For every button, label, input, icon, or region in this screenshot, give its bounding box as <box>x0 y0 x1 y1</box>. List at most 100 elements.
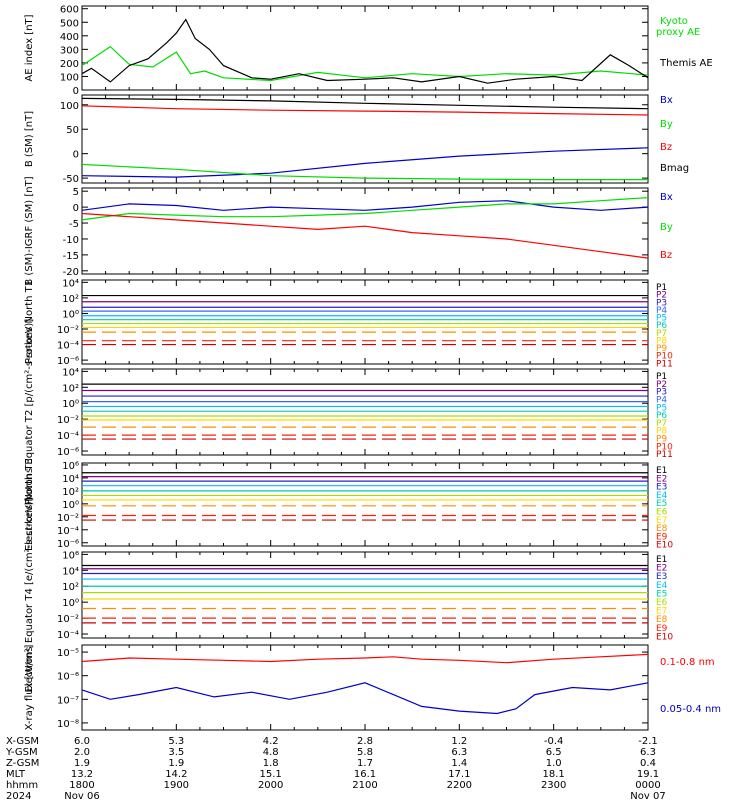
legend-e3: E3 <box>656 483 667 493</box>
panel-bsm-igrf: B (SM)-IGRF (SM) [nT] <box>24 176 649 286</box>
y-tick-label: 10⁰ <box>62 500 79 511</box>
y-tick-label: 5 <box>73 187 79 198</box>
x-row-value: -2.1 <box>638 736 658 747</box>
x-row-label: MLT <box>6 769 26 780</box>
x-row-value: 2200 <box>447 780 472 791</box>
series-line-bz <box>81 212 649 259</box>
legend-p8: P8 <box>656 336 667 346</box>
legend-themis-ae: Themis AE <box>659 58 713 69</box>
legend-e1: E1 <box>656 555 667 565</box>
legend-p7: P7 <box>656 329 667 339</box>
y-tick-label: 10² <box>62 294 79 305</box>
legend-bz: Bz <box>660 250 672 261</box>
y-tick-label: 10⁻⁵ <box>57 648 79 659</box>
legend-p9: P9 <box>656 344 667 354</box>
legend-e6: E6 <box>656 598 668 608</box>
y-tick-label: 600 <box>60 5 79 16</box>
legend-e1: E1 <box>656 466 667 476</box>
x-row-value: 0.4 <box>640 758 656 769</box>
x-row-value: 5.3 <box>168 736 184 747</box>
legend-e5: E5 <box>656 499 667 509</box>
y-tick-label: 0 <box>73 150 79 161</box>
x-row-value: 5.8 <box>357 747 373 758</box>
x-row-value: 3.5 <box>168 747 184 758</box>
y-axis-label: Electrons North T3 <box>24 458 35 551</box>
legend-p6: P6 <box>656 411 667 421</box>
x-row-value: 1800 <box>69 780 94 791</box>
legend-p1: P1 <box>656 283 667 293</box>
legend-p7: P7 <box>656 419 667 429</box>
y-tick-label: 10⁻⁴ <box>57 431 79 442</box>
panel-electrons-t4: Electrons Equator T4 [e/(cm²-s-sr-keV)] <box>24 497 649 693</box>
x-row-label: hhmm <box>6 780 38 791</box>
y-tick-label: 10⁻⁴ <box>57 526 79 537</box>
x-row-value: 0000 <box>635 780 660 791</box>
legend-p5: P5 <box>656 403 667 413</box>
legend-p10: P10 <box>656 352 673 362</box>
x-row-value: 4.2 <box>263 736 279 747</box>
y-tick-label: 10⁰ <box>62 598 79 609</box>
date-end: Nov 07 <box>630 791 665 800</box>
y-tick-label: 100 <box>60 101 79 112</box>
x-row-value: 1.2 <box>451 736 467 747</box>
x-row-value: 18.1 <box>543 769 565 780</box>
y-tick-label: 10² <box>62 487 79 498</box>
legend-e4: E4 <box>656 581 668 591</box>
legend-p2: P2 <box>656 380 667 390</box>
y-tick-label: 50 <box>66 125 79 136</box>
x-row-value: 1.8 <box>263 758 279 769</box>
series-line-by <box>81 163 648 181</box>
series-line-bx <box>81 200 649 211</box>
x-row-value: 14.2 <box>165 769 187 780</box>
x-row-value: 2.8 <box>357 736 373 747</box>
legend-p3: P3 <box>656 388 667 398</box>
series-line-0-1-0-8-nm <box>81 653 649 664</box>
y-axis-label: B (SM) [nT] <box>24 111 35 167</box>
legend-by: By <box>660 119 673 130</box>
legend-p8: P8 <box>656 427 667 437</box>
x-row-value: 1900 <box>164 780 189 791</box>
panel-frame <box>81 368 649 456</box>
x-row-value: 1.7 <box>357 758 373 769</box>
y-tick-label: 500 <box>60 18 79 29</box>
y-tick-label: 10⁶ <box>62 550 79 561</box>
x-row-value: 16.1 <box>354 769 376 780</box>
y-tick-label: 10⁶ <box>62 461 79 472</box>
legend-e6: E6 <box>656 508 668 518</box>
series-line-kyoto-proxy-ae <box>81 45 649 82</box>
x-row-label: Y-GSM <box>5 747 38 758</box>
series-line-0-05-0-4-nm <box>81 682 649 715</box>
y-tick-label: 0 <box>73 203 79 214</box>
x-row-value: 6.3 <box>451 747 467 758</box>
series-line-bz <box>81 105 649 116</box>
date-start: Nov 06 <box>64 791 99 800</box>
series-line-themis-ae <box>81 18 649 84</box>
legend-p1: P1 <box>656 372 667 382</box>
legend-e10: E10 <box>656 632 673 642</box>
legend-bx: Bx <box>660 95 673 106</box>
x-row-value: 6.0 <box>74 736 90 747</box>
y-tick-label: 10⁻⁴ <box>57 630 79 641</box>
legend-e10: E10 <box>656 541 673 551</box>
panel-bsm: B (SM) [nT] <box>24 94 649 184</box>
panel-frame <box>81 551 649 639</box>
legend-p9: P9 <box>656 435 667 445</box>
y-axis-label: B (SM)-IGRF (SM) [nT] <box>24 176 35 285</box>
y-tick-label: 10⁴ <box>62 367 79 378</box>
legend-p2: P2 <box>656 291 667 301</box>
legend-p4: P4 <box>656 395 667 405</box>
legend-e4: E4 <box>656 491 668 501</box>
y-tick-label: 10² <box>62 383 79 394</box>
y-tick-label: 400 <box>60 32 79 43</box>
x-row-value: 19.1 <box>637 769 659 780</box>
x-row-value: 1.0 <box>546 758 562 769</box>
legend-p6: P6 <box>656 321 667 331</box>
panel-frame <box>81 462 649 547</box>
y-tick-label: 10⁻⁶ <box>57 539 79 550</box>
series-line-by <box>81 197 649 221</box>
x-row-value: 2300 <box>541 780 566 791</box>
x-row-label: X-GSM <box>6 736 39 747</box>
legend-e7: E7 <box>656 607 667 617</box>
y-tick-label: 10⁻⁶ <box>57 356 79 367</box>
y-tick-label: 10⁻² <box>57 614 79 625</box>
